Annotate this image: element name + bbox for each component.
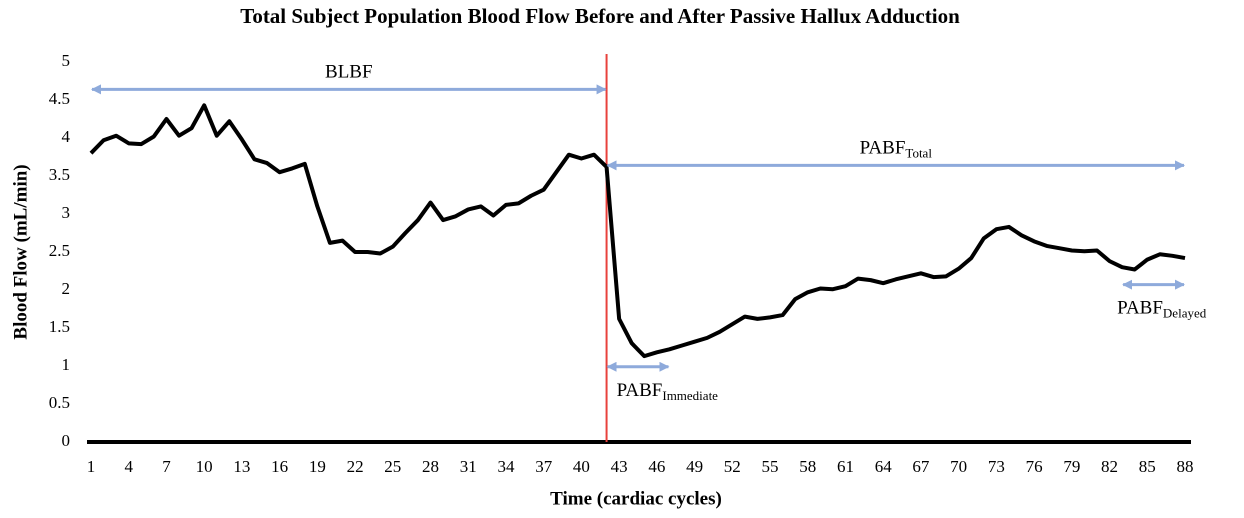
y-axis-title: Blood Flow (mL/min) [10, 164, 31, 339]
data-line [89, 103, 1186, 359]
y-tick-label: 2 [62, 279, 71, 298]
x-tick-label: 61 [837, 457, 854, 476]
annotation-label: PABFImmediate [617, 380, 719, 403]
x-tick-label: 25 [384, 457, 401, 476]
x-tick-label: 31 [460, 457, 477, 476]
x-tick-label: 46 [648, 457, 665, 476]
y-tick-label: 0.5 [49, 393, 70, 412]
x-tick-label: 73 [988, 457, 1005, 476]
annotation-label: PABFTotal [860, 138, 933, 161]
annotation-subscript: Delayed [1163, 306, 1207, 321]
annotation-text: PABF [860, 138, 906, 159]
annotation-subscript: Immediate [662, 388, 718, 403]
x-tick-label: 67 [912, 457, 930, 476]
y-tick-label: 2.5 [49, 241, 70, 260]
x-tick-label: 16 [271, 457, 288, 476]
x-tick-label: 40 [573, 457, 590, 476]
x-tick-label: 82 [1101, 457, 1118, 476]
y-tick-label: 1.5 [49, 317, 70, 336]
annotation-label: BLBF [325, 62, 373, 83]
annotation-subscript: Total [905, 145, 932, 160]
annotation-text: BLBF [325, 62, 373, 83]
y-tick-label: 1 [62, 355, 71, 374]
x-axis-title: Time (cardiac cycles) [550, 488, 722, 509]
y-tick-label: 4.5 [49, 89, 70, 108]
y-tick-label: 0 [62, 431, 71, 450]
x-tick-label: 88 [1177, 457, 1194, 476]
x-tick-label: 10 [196, 457, 213, 476]
x-tick-label: 55 [762, 457, 779, 476]
x-tick-label: 64 [875, 457, 893, 476]
annotation-text: PABF [1117, 298, 1163, 319]
y-tick-label: 3 [62, 203, 71, 222]
x-tick-label: 4 [124, 457, 133, 476]
x-tick-label: 7 [162, 457, 171, 476]
annotation-text: PABF [617, 380, 663, 401]
x-tick-label: 28 [422, 457, 439, 476]
y-tick-label: 5 [62, 51, 71, 70]
x-tick-label: 49 [686, 457, 703, 476]
x-tick-label: 58 [799, 457, 816, 476]
x-tick-label: 85 [1139, 457, 1156, 476]
y-tick-label: 4 [62, 127, 71, 146]
y-tick-label: 3.5 [49, 165, 70, 184]
x-tick-label: 37 [535, 457, 553, 476]
x-tick-label: 76 [1026, 457, 1043, 476]
x-tick-label: 13 [233, 457, 250, 476]
x-tick-label: 43 [611, 457, 628, 476]
x-tick-label: 22 [347, 457, 364, 476]
x-tick-label: 1 [87, 457, 96, 476]
chart-title: Total Subject Population Blood Flow Befo… [240, 4, 960, 28]
x-tick-label: 19 [309, 457, 326, 476]
x-tick-label: 70 [950, 457, 967, 476]
x-tick-label: 34 [497, 457, 515, 476]
annotation-label: PABFDelayed [1117, 298, 1207, 321]
x-tick-label: 52 [724, 457, 741, 476]
x-tick-label: 79 [1063, 457, 1080, 476]
